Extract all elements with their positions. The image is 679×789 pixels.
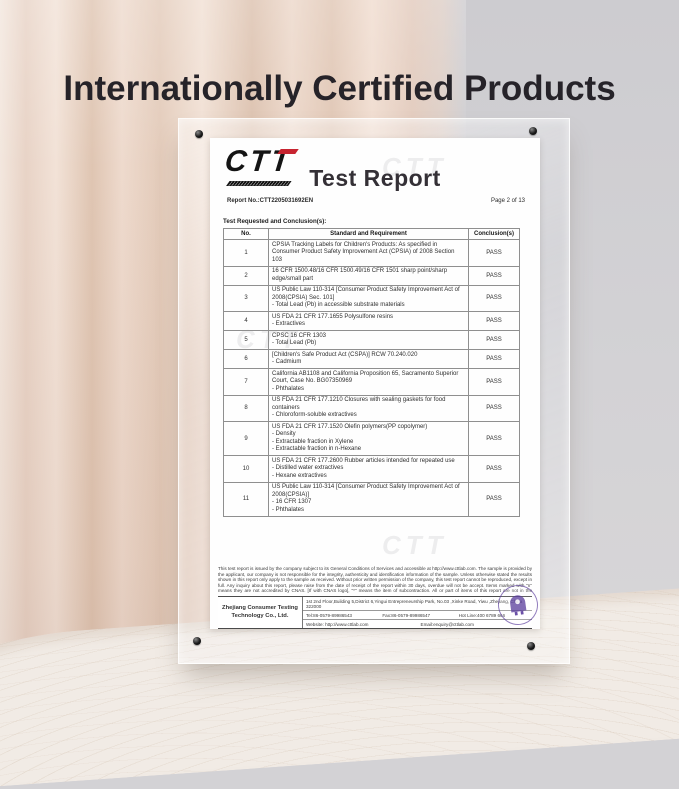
row-conclusion: PASS <box>468 481 520 517</box>
table-row: 8 US FDA 21 CFR 177.1210 Closures with s… <box>223 394 520 422</box>
row-standard: CPSC 16 CFR 1303 - Total Lead (Pb) <box>268 330 469 350</box>
table-row: 7 California AB1108 and California Propo… <box>223 368 520 396</box>
table-row: 5 CPSC 16 CFR 1303 - Total Lead (Pb) PAS… <box>223 330 520 350</box>
row-conclusion: PASS <box>468 265 520 286</box>
row-no: 8 <box>223 394 269 422</box>
row-conclusion: PASS <box>468 455 520 483</box>
report-number: Report No.:CTT2205031692EN <box>227 198 314 204</box>
row-conclusion: PASS <box>468 239 520 267</box>
screw-icon <box>527 642 535 650</box>
disclaimer-text: This test report is issued by the compan… <box>218 566 532 594</box>
row-standard: [Children's Safe Product Act (CSPA)] RCW… <box>268 349 469 369</box>
results-table: No. Standard and Requirement Conclusion(… <box>223 228 520 517</box>
watermark-text: CTT <box>382 530 448 560</box>
section-title: Test Requested and Conclusion(s): <box>223 218 327 225</box>
table-row: 3 US Public Law 110-314 [Consumer Produc… <box>223 284 520 312</box>
row-standard: 16 CFR 1500.48/16 CFR 1500.49/16 CFR 150… <box>268 265 469 286</box>
contact-row: Website: http://www.cttlab.com Email:enq… <box>303 620 532 628</box>
row-standard: US Public Law 110-314 [Consumer Product … <box>268 481 469 517</box>
stamp-icon <box>495 582 540 628</box>
row-no: 5 <box>223 330 269 350</box>
company-hotline: Hot Line:400 6789 666 <box>458 612 506 618</box>
row-no: 6 <box>223 349 269 369</box>
screw-icon <box>529 127 537 135</box>
row-standard: US Public Law 110-314 [Consumer Product … <box>268 284 469 312</box>
row-no: 4 <box>223 311 269 331</box>
report-meta-row: Report No.:CTT2205031692EN Page 2 of 13 <box>227 198 525 204</box>
row-no: 7 <box>223 368 269 396</box>
company-tel: Tel:86-0579-89986543 <box>306 612 352 618</box>
page-title: Internationally Certified Products <box>63 69 616 109</box>
row-standard: US FDA 21 CFR 177.1655 Polysulfone resin… <box>268 311 469 331</box>
row-conclusion: PASS <box>468 284 520 312</box>
company-address: 1st 2nd Floor,Building 5,District 6,Ying… <box>303 597 532 611</box>
page-number: Page 2 of 13 <box>490 198 525 204</box>
row-no: 1 <box>223 239 269 267</box>
report-footer: Zhejiang Consumer Testing Technology Co.… <box>218 596 532 629</box>
company-name: Zhejiang Consumer Testing Technology Co.… <box>218 597 303 628</box>
row-standard: US FDA 21 CFR 177.1520 Olefin polymers(P… <box>268 421 469 456</box>
row-standard: California AB1108 and California Proposi… <box>268 368 469 396</box>
row-no: 11 <box>223 481 269 517</box>
company-contact-block: 1st 2nd Floor,Building 5,District 6,Ying… <box>303 597 532 628</box>
company-fax: Fax:86-0579-89986547 <box>382 612 431 618</box>
table-row: 6 [Children's Safe Product Act (CSPA)] R… <box>223 349 520 369</box>
column-header-no: No. <box>223 228 269 240</box>
row-standard: US FDA 21 CFR 177.2600 Rubber articles i… <box>268 455 469 483</box>
column-header-standard: Standard and Requirement <box>268 228 469 240</box>
test-report-document: CTT CTT CTT CTT Test Report Report No.:C… <box>210 138 540 629</box>
table-row: 11 US Public Law 110-314 [Consumer Produ… <box>223 481 520 517</box>
row-conclusion: PASS <box>468 349 520 369</box>
row-no: 2 <box>223 265 269 286</box>
company-website: Website: http://www.cttlab.com <box>306 621 369 627</box>
column-header-conclusion: Conclusion(s) <box>468 228 520 240</box>
row-no: 3 <box>223 284 269 312</box>
screw-icon <box>195 130 203 138</box>
row-conclusion: PASS <box>468 368 520 396</box>
acrylic-frame: CTT CTT CTT CTT Test Report Report No.:C… <box>178 118 570 664</box>
row-standard: US FDA 21 CFR 177.1210 Closures with sea… <box>268 394 469 422</box>
row-no: 10 <box>223 455 269 483</box>
row-conclusion: PASS <box>468 330 520 350</box>
table-header-row: No. Standard and Requirement Conclusion(… <box>223 228 520 240</box>
row-no: 9 <box>223 421 269 456</box>
contact-row: Tel:86-0579-89986543 Fax:86-0579-8998654… <box>303 611 532 620</box>
table-row: 1 CPSIA Tracking Labels for Children's P… <box>223 239 520 267</box>
report-title: Test Report <box>309 165 441 191</box>
screw-icon <box>193 637 201 645</box>
row-conclusion: PASS <box>468 311 520 331</box>
company-email: Email:enquiry@cttlab.com <box>420 621 474 627</box>
row-conclusion: PASS <box>468 394 520 422</box>
ctt-logo-red-slash-icon <box>277 149 299 154</box>
table-row: 2 16 CFR 1500.48/16 CFR 1500.49/16 CFR 1… <box>223 265 520 286</box>
table-row: 4 US FDA 21 CFR 177.1655 Polysulfone res… <box>223 311 520 331</box>
row-conclusion: PASS <box>468 421 520 456</box>
table-row: 10 US FDA 21 CFR 177.2600 Rubber article… <box>223 455 520 483</box>
table-row: 9 US FDA 21 CFR 177.1520 Olefin polymers… <box>223 421 520 456</box>
stamp-emblem-icon <box>510 595 527 616</box>
row-standard: CPSIA Tracking Labels for Children's Pro… <box>268 239 469 267</box>
